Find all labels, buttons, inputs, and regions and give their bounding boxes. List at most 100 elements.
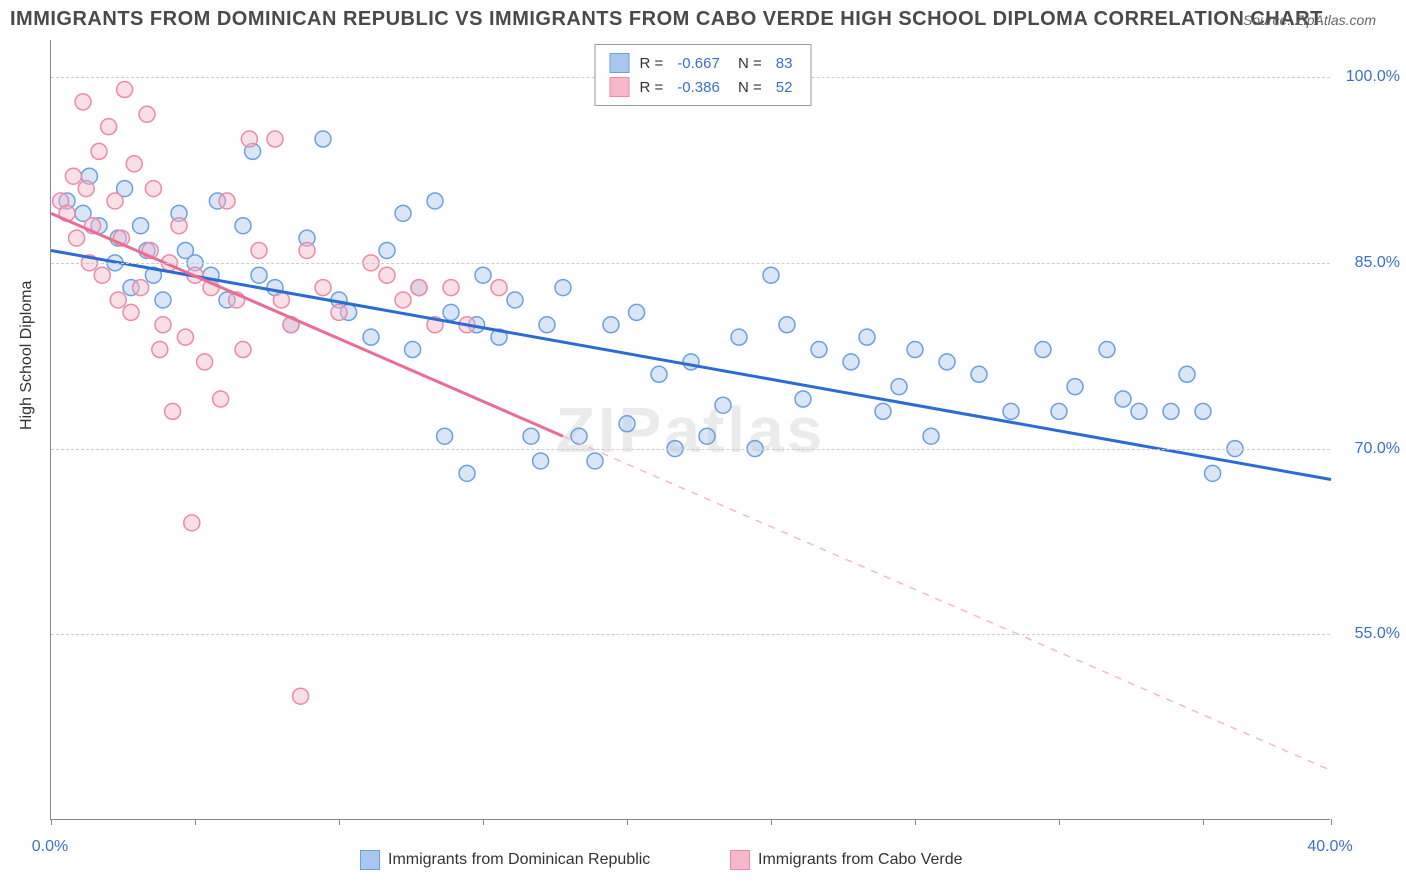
data-point xyxy=(907,342,923,358)
chart-plot-area: ZIPatlas 55.0%70.0%85.0%100.0% xyxy=(50,40,1330,820)
legend-n-label: N = xyxy=(734,55,762,72)
data-point xyxy=(139,106,155,122)
data-point xyxy=(184,515,200,531)
data-point xyxy=(891,379,907,395)
legend-row-blue: R = -0.667 N = 83 xyxy=(610,51,797,75)
data-point xyxy=(1163,403,1179,419)
data-point xyxy=(251,267,267,283)
data-point xyxy=(459,465,475,481)
data-point xyxy=(101,119,117,135)
y-tick-label: 100.0% xyxy=(1346,68,1400,86)
legend-swatch-blue xyxy=(610,53,630,73)
data-point xyxy=(443,304,459,320)
y-tick-label: 70.0% xyxy=(1355,440,1400,458)
data-point xyxy=(875,403,891,419)
data-point xyxy=(1115,391,1131,407)
data-point xyxy=(110,292,126,308)
source-label: Source: ZipAtlas.com xyxy=(1243,12,1376,28)
trend-line-blue xyxy=(51,250,1331,479)
data-point xyxy=(171,218,187,234)
data-point xyxy=(843,354,859,370)
data-point xyxy=(145,181,161,197)
data-point xyxy=(1205,465,1221,481)
data-point xyxy=(395,205,411,221)
legend-bottom-pink: Immigrants from Cabo Verde xyxy=(730,850,963,870)
data-point xyxy=(779,317,795,333)
y-tick-label: 85.0% xyxy=(1355,254,1400,272)
data-point xyxy=(219,193,235,209)
data-point xyxy=(395,292,411,308)
data-point xyxy=(379,267,395,283)
data-point xyxy=(117,82,133,98)
data-point xyxy=(251,242,267,258)
data-point xyxy=(629,304,645,320)
legend-n-value-pink: 52 xyxy=(776,79,793,96)
data-point xyxy=(533,453,549,469)
data-point xyxy=(65,168,81,184)
data-point xyxy=(715,397,731,413)
y-axis-title: High School Diploma xyxy=(18,281,36,430)
data-point xyxy=(299,242,315,258)
data-point xyxy=(133,280,149,296)
data-point xyxy=(155,317,171,333)
data-point xyxy=(571,428,587,444)
legend-r-value-blue: -0.667 xyxy=(677,55,720,72)
legend-label-blue: Immigrants from Dominican Republic xyxy=(388,851,650,869)
data-point xyxy=(267,131,283,147)
legend-stats: R = -0.667 N = 83 R = -0.386 N = 52 xyxy=(595,44,812,106)
data-point xyxy=(123,304,139,320)
data-point xyxy=(699,428,715,444)
scatter-svg xyxy=(51,40,1330,819)
data-point xyxy=(859,329,875,345)
data-point xyxy=(331,304,347,320)
data-point xyxy=(363,329,379,345)
data-point xyxy=(811,342,827,358)
legend-swatch-pink xyxy=(730,850,750,870)
data-point xyxy=(165,403,181,419)
data-point xyxy=(213,391,229,407)
data-point xyxy=(603,317,619,333)
data-point xyxy=(1051,403,1067,419)
data-point xyxy=(427,193,443,209)
data-point xyxy=(1131,403,1147,419)
data-point xyxy=(1099,342,1115,358)
data-point xyxy=(619,416,635,432)
data-point xyxy=(315,280,331,296)
x-tick-label: 0.0% xyxy=(32,838,68,856)
data-point xyxy=(523,428,539,444)
data-point xyxy=(939,354,955,370)
legend-row-pink: R = -0.386 N = 52 xyxy=(610,75,797,99)
data-point xyxy=(235,342,251,358)
data-point xyxy=(69,230,85,246)
data-point xyxy=(152,342,168,358)
data-point xyxy=(443,280,459,296)
data-point xyxy=(731,329,747,345)
data-point xyxy=(539,317,555,333)
data-point xyxy=(235,218,251,234)
data-point xyxy=(315,131,331,147)
data-point xyxy=(491,280,507,296)
data-point xyxy=(78,181,94,197)
data-point xyxy=(1179,366,1195,382)
data-point xyxy=(555,280,571,296)
chart-title: IMMIGRANTS FROM DOMINICAN REPUBLIC VS IM… xyxy=(10,8,1323,31)
data-point xyxy=(507,292,523,308)
x-tick-label: 40.0% xyxy=(1307,838,1352,856)
y-tick-label: 55.0% xyxy=(1355,625,1400,643)
data-point xyxy=(379,242,395,258)
data-point xyxy=(293,688,309,704)
data-point xyxy=(587,453,603,469)
legend-n-value-blue: 83 xyxy=(776,55,793,72)
data-point xyxy=(133,218,149,234)
legend-r-value-pink: -0.386 xyxy=(677,79,720,96)
data-point xyxy=(411,280,427,296)
data-point xyxy=(94,267,110,283)
data-point xyxy=(971,366,987,382)
legend-n-label: N = xyxy=(734,79,762,96)
data-point xyxy=(437,428,453,444)
data-point xyxy=(273,292,289,308)
data-point xyxy=(91,143,107,159)
data-point xyxy=(177,329,193,345)
data-point xyxy=(107,193,123,209)
trend-line-pink-dashed xyxy=(563,436,1331,770)
